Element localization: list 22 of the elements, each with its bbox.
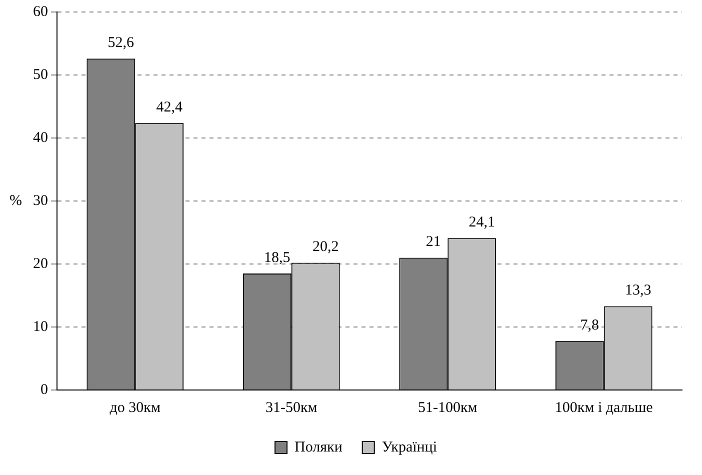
y-tick-label: 30 [33,192,48,209]
y-tick-label: 10 [33,318,48,335]
data-label: 18,5 [264,250,290,266]
x-tick-label: 31-50км [265,400,318,416]
y-tick-label: 0 [40,382,48,398]
data-label: 7,8 [580,317,600,334]
y-tick-label: 60 [33,4,48,20]
data-label: 52,6 [108,35,135,52]
data-label: 20,2 [312,239,339,256]
data-label: 21 [426,234,441,250]
x-tick-label: до 30км [110,400,161,416]
data-label: 42,4 [156,99,183,116]
x-tick-label: 100км і дальше [554,400,654,416]
legend-label: Поляки [294,439,342,456]
x-tick-label: 51-100км [418,400,478,416]
legend-label: Українці [382,439,437,456]
data-label: 13,3 [624,282,652,299]
y-axis-title: % [10,192,22,209]
y-tick-label: 20 [33,256,48,272]
y-tick-label: 40 [33,130,48,146]
data-label: 24,1 [468,214,495,231]
y-tick-label: 50 [33,66,48,83]
